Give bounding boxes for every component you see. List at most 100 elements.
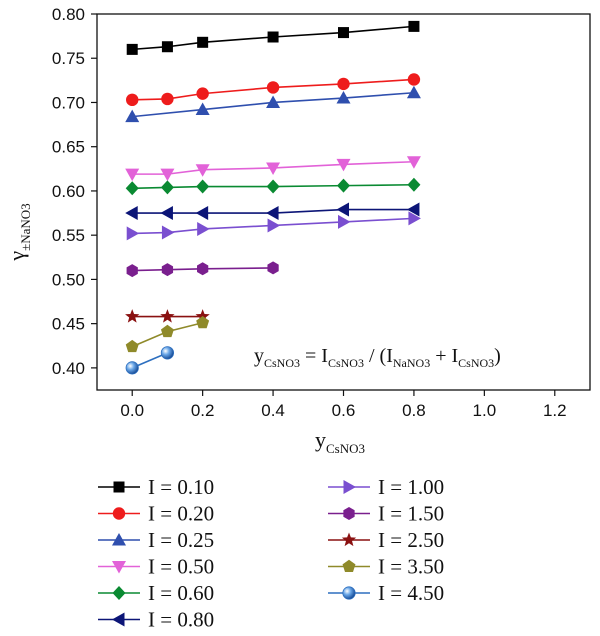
legend-item: I = 4.50 [328, 581, 444, 605]
legend-label: I = 1.00 [378, 475, 444, 499]
data-point [195, 102, 210, 116]
legend-item: I = 3.50 [328, 555, 444, 579]
legend-marker [112, 586, 126, 600]
data-point [196, 87, 209, 100]
data-point [160, 324, 174, 338]
series-2 [126, 73, 421, 107]
y-axis-title-sub: ±NaNO3 [18, 203, 33, 251]
annot-y-sub: CsNO3 [264, 356, 300, 370]
annot-close: ) [494, 345, 501, 367]
legend-marker [342, 586, 356, 600]
data-point [160, 346, 175, 360]
series-11 [125, 346, 175, 375]
legend-marker [342, 559, 356, 573]
data-point [126, 226, 140, 241]
data-point [195, 309, 210, 323]
data-point [407, 177, 421, 192]
annot-plus: + I [430, 345, 458, 367]
data-point [338, 27, 349, 39]
x-tick-label: 0.6 [332, 401, 356, 420]
x-tick-label: 0.2 [191, 401, 215, 420]
data-point [125, 109, 140, 123]
data-point [160, 168, 175, 182]
data-point [267, 218, 281, 233]
legend-item: I = 0.50 [98, 555, 214, 579]
data-point [408, 20, 420, 32]
legend-label: I = 0.10 [148, 475, 214, 499]
svg-text:γ±NaNO3: γ±NaNO3 [4, 203, 33, 261]
series-line [132, 160, 414, 175]
legend-item: I = 0.25 [98, 528, 214, 552]
annot-y: y [254, 345, 264, 367]
series-1 [126, 20, 420, 55]
data-point [125, 339, 139, 353]
y-axis-title: γ±NaNO3 [4, 203, 33, 261]
annot-eq: = I [300, 345, 328, 367]
data-point [406, 202, 420, 217]
legend-label: I = 0.60 [148, 581, 214, 605]
data-point [336, 91, 351, 104]
data-point [197, 221, 210, 236]
data-point [406, 85, 421, 99]
y-tick-label: 0.65 [52, 138, 85, 157]
y-tick-label: 0.70 [52, 93, 85, 112]
y-tick-label: 0.60 [52, 182, 85, 201]
legend-item: I = 0.60 [98, 581, 214, 605]
legend-label: I = 4.50 [378, 581, 444, 605]
series-6 [125, 202, 420, 221]
legend-item: I = 1.00 [328, 475, 444, 499]
data-point [197, 262, 209, 276]
data-point [125, 361, 139, 375]
x-tick-label: 0.4 [261, 401, 285, 420]
legend-marker [112, 612, 125, 627]
legend: I = 0.10 I = 0.20I = 0.25 I = 0.50I = 0.60… [98, 475, 444, 632]
data-point [195, 164, 210, 177]
data-point [160, 180, 174, 195]
legend-item: I = 1.50 [328, 502, 444, 526]
x-tick-label: 0.8 [402, 401, 426, 420]
data-point [266, 162, 281, 175]
data-point [161, 225, 175, 240]
data-point [338, 214, 351, 229]
legend-marker [112, 533, 126, 546]
data-point [161, 263, 174, 277]
data-point [408, 211, 421, 226]
series-4 [125, 156, 421, 182]
legend-item: I = 0.20 [98, 502, 214, 526]
series-8 [126, 261, 279, 278]
series-9 [125, 309, 210, 323]
legend-marker [112, 507, 126, 520]
legend-item: I = 0.10 [98, 475, 214, 499]
data-point [266, 206, 279, 221]
data-point [266, 179, 280, 194]
data-point [337, 77, 350, 91]
x-tick-label: 1.2 [543, 401, 567, 420]
legend-label: I = 1.50 [378, 502, 444, 526]
data-point [125, 206, 138, 221]
legend-item: I = 2.50 [328, 528, 444, 552]
y-tick-label: 0.40 [52, 359, 85, 378]
data-point [337, 178, 350, 193]
y-tick-label: 0.50 [52, 270, 85, 289]
data-point [196, 179, 210, 194]
data-point [161, 92, 174, 106]
x-tick-label: 1.0 [473, 401, 497, 420]
data-point [126, 93, 139, 107]
data-point [266, 81, 280, 94]
annot-i3-sub: CsNO3 [458, 356, 494, 370]
series-10 [125, 315, 210, 353]
data-point [126, 43, 138, 55]
x-tick-label: 0.0 [120, 401, 144, 420]
data-point [267, 31, 279, 43]
data-point [336, 202, 349, 217]
data-point [125, 168, 140, 182]
series-3 [125, 85, 421, 123]
data-point [267, 261, 279, 275]
legend-marker [343, 480, 356, 494]
legend-label: I = 0.20 [148, 502, 214, 526]
legend-label: I = 3.50 [378, 555, 444, 579]
y-tick-label: 0.45 [52, 315, 85, 334]
x-axis-title-sub: CsNO3 [326, 441, 365, 456]
